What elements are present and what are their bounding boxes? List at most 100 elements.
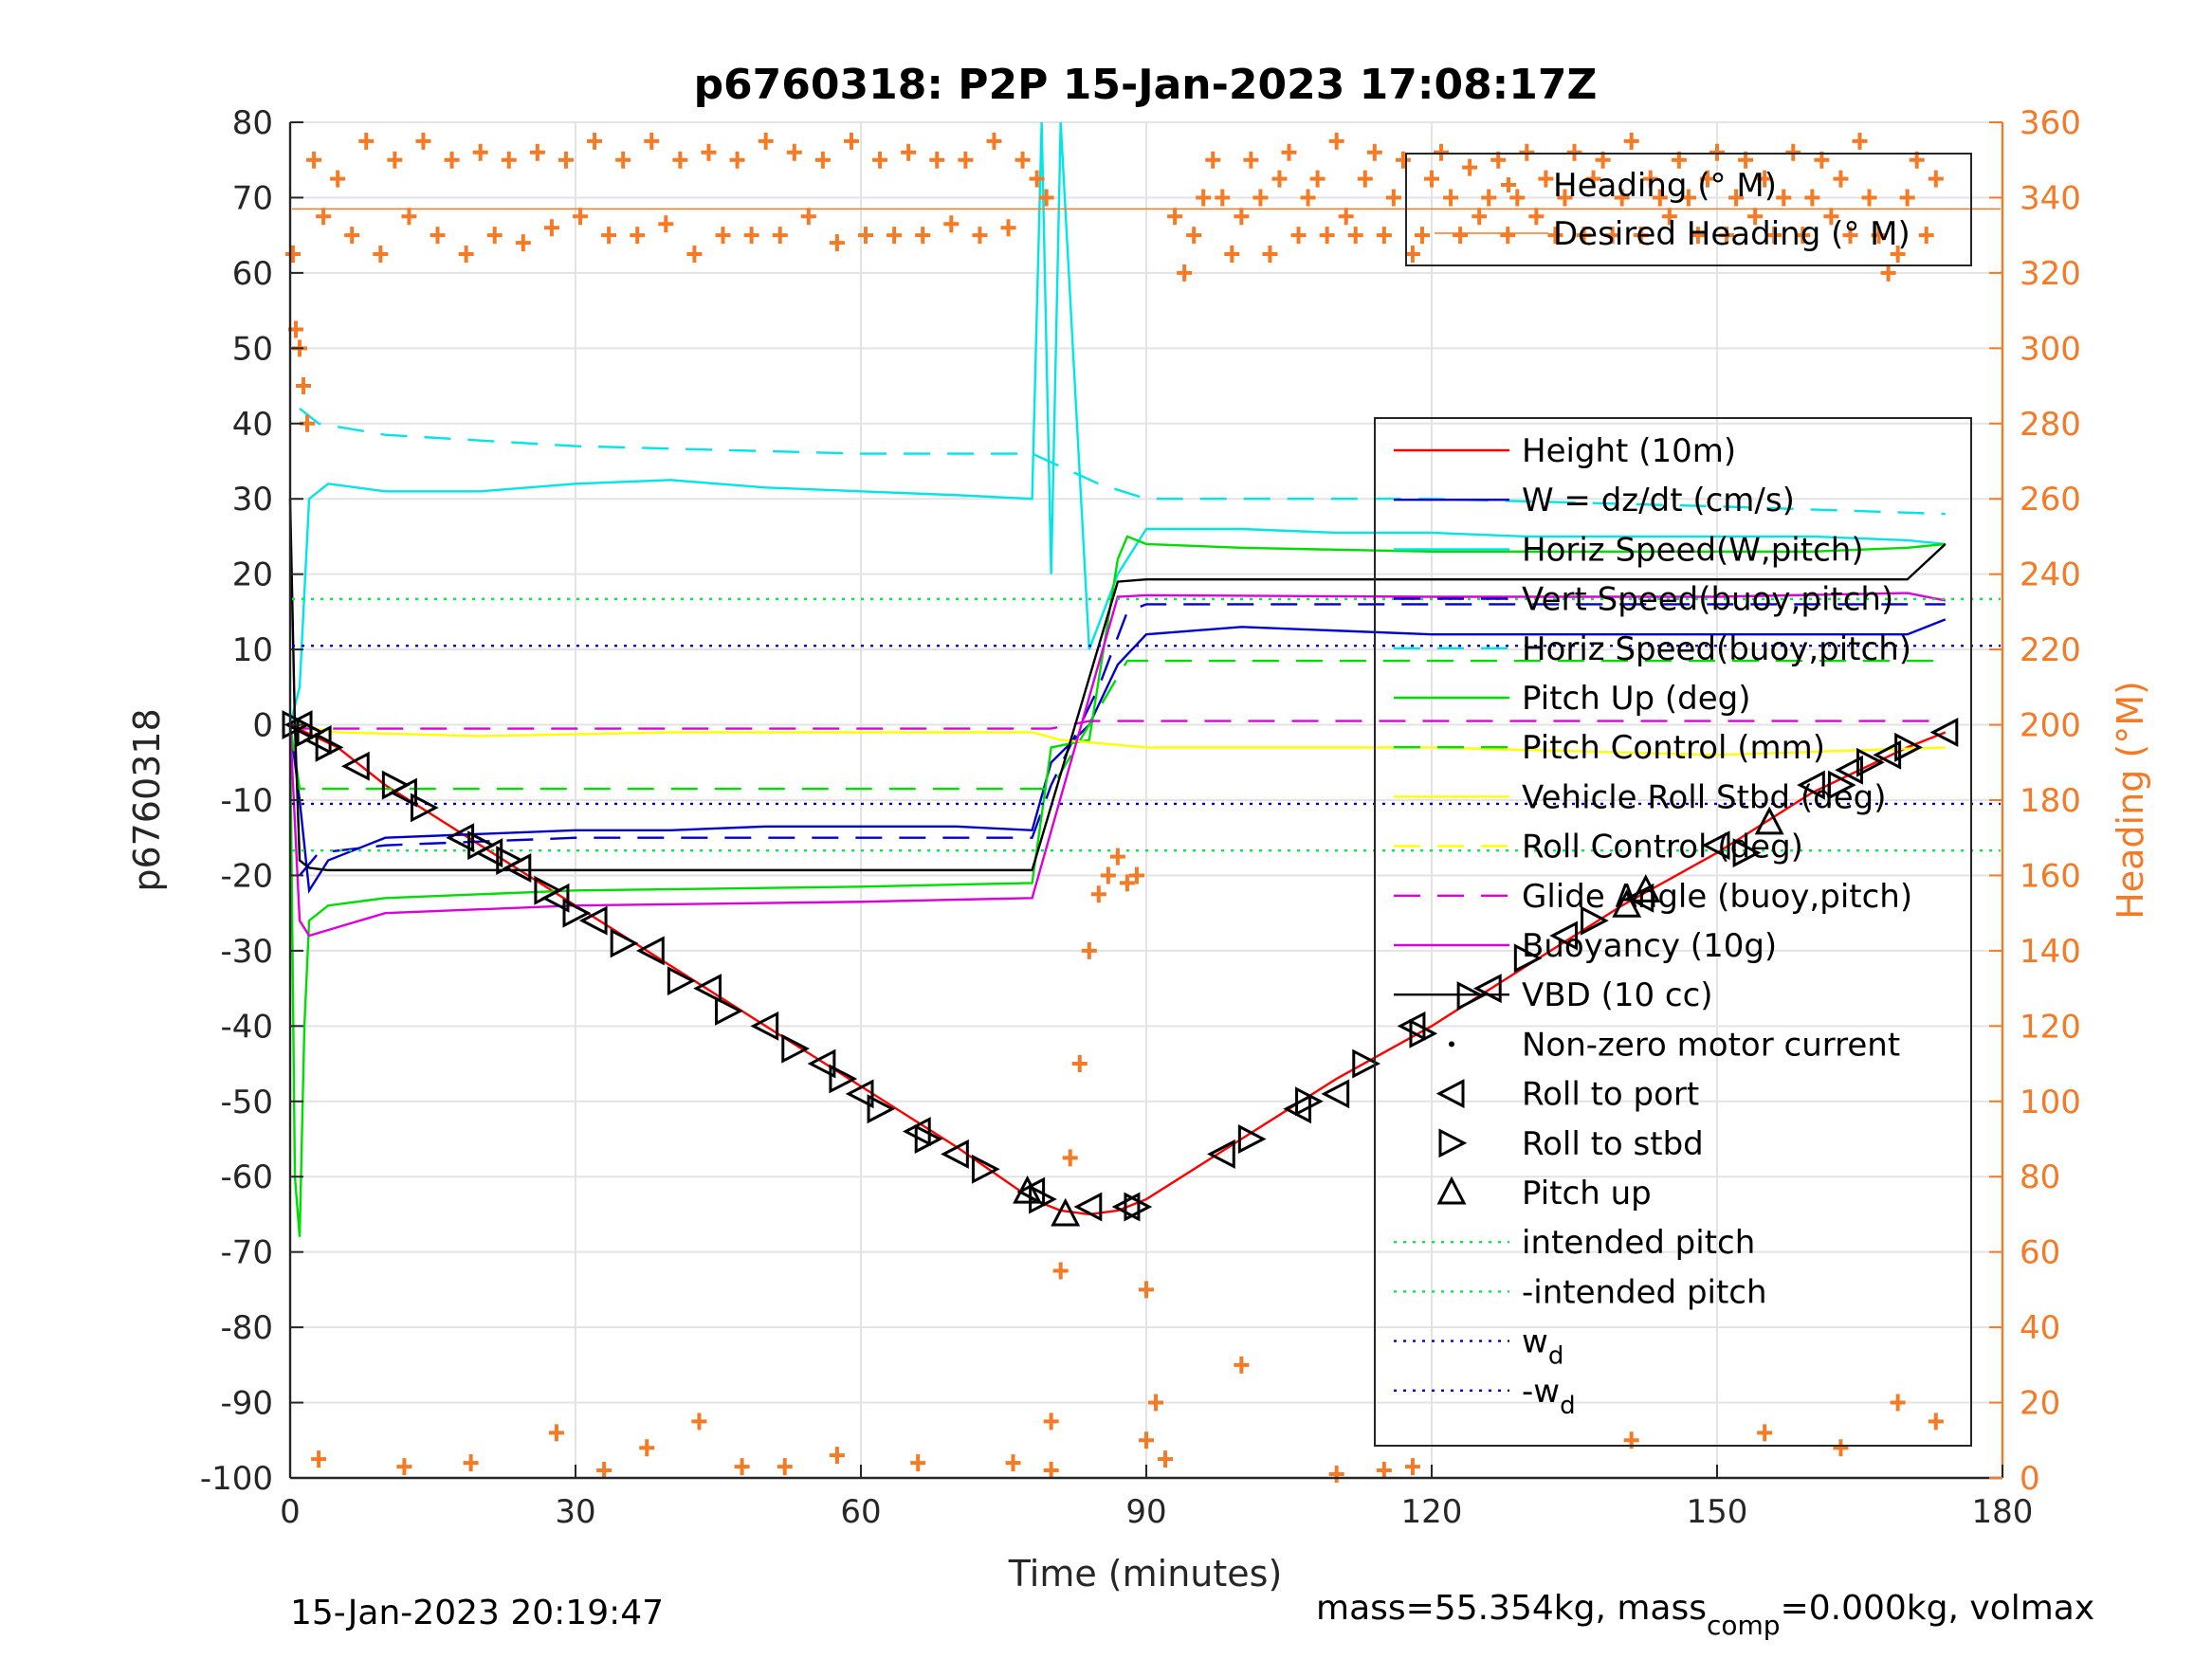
legend-label-13: Roll to port — [1522, 1076, 1699, 1114]
y-tick-label: -70 — [220, 1234, 273, 1272]
heading-point — [1000, 219, 1016, 237]
legend-label-5: Pitch Up (deg) — [1522, 680, 1750, 718]
legend-label-main: Roll to stbd — [1522, 1125, 1704, 1163]
heading-point — [1158, 1450, 1174, 1468]
legend-label-main: -intended pitch — [1522, 1273, 1767, 1311]
heading-point-low — [691, 1413, 707, 1431]
heading-point — [1462, 158, 1478, 176]
heading-point — [1661, 208, 1677, 226]
heading-point — [1776, 189, 1792, 207]
heading-point — [306, 151, 322, 169]
heading-point-low — [1404, 1458, 1420, 1476]
roll-to-stbd-marker — [534, 875, 563, 905]
legend-label-main: VBD (10 cc) — [1522, 976, 1713, 1014]
heading-point — [1319, 227, 1335, 245]
heading-point — [672, 151, 688, 169]
series-line-10 — [288, 499, 1947, 872]
y2-tick-label: 80 — [2020, 1158, 2060, 1196]
roll-to-stbd-marker — [1029, 1184, 1057, 1214]
y-tick-label: -40 — [220, 1008, 273, 1046]
roll-to-stbd-marker — [1295, 1086, 1324, 1117]
y-tick-label: 40 — [232, 406, 273, 444]
heading-point — [1414, 227, 1430, 245]
legend-heading: Heading (° M) Desired Heading (° M) — [1405, 153, 1972, 266]
legend-label-main: Buoyancy (10g) — [1522, 927, 1777, 965]
roll-to-stbd-marker — [781, 1033, 811, 1064]
heading-point — [1576, 227, 1592, 245]
heading-point — [1128, 866, 1144, 884]
heading-point-low — [734, 1458, 750, 1476]
heading-point — [1038, 189, 1054, 207]
footer-mass-sub: comp — [1707, 1610, 1781, 1641]
heading-point — [1690, 227, 1706, 245]
legend-label-4: Horiz Speed(buoy,pitch) — [1522, 630, 1911, 668]
heading-point — [1652, 189, 1668, 207]
pitch-up-marker — [1013, 1175, 1043, 1204]
footer-timestamp: 15-Jan-2023 20:19:47 — [290, 1594, 664, 1632]
heading-point — [1519, 143, 1535, 161]
heading-point — [573, 208, 589, 226]
y2-tick-label: 140 — [2020, 933, 2081, 971]
roll-to-stbd-marker — [315, 732, 344, 762]
heading-point — [686, 246, 703, 264]
y-tick-label: 30 — [232, 481, 273, 519]
legend-label-sub: d — [1560, 1392, 1576, 1420]
heading-point — [1271, 170, 1288, 188]
heading-point — [1623, 132, 1639, 150]
y-tick-label: -20 — [220, 857, 273, 895]
heading-point-low — [1757, 1424, 1773, 1442]
heading-point — [1642, 170, 1658, 188]
heading-point — [486, 227, 503, 245]
y-tick-label: -90 — [220, 1385, 273, 1423]
y-tick-label: 50 — [232, 330, 273, 368]
roll-to-stbd-marker — [715, 995, 743, 1026]
legend-label-10: Buoyancy (10g) — [1522, 927, 1777, 965]
y-tick-label: 10 — [232, 631, 273, 669]
pitch-up-marker — [1612, 888, 1642, 918]
heading-point — [915, 227, 931, 245]
heading-point-low — [1376, 1462, 1392, 1480]
roll-to-port-marker — [941, 1139, 969, 1169]
heading-point — [1224, 246, 1240, 264]
roll-to-stbd-marker — [381, 770, 411, 800]
y-tick-label: 20 — [232, 556, 273, 594]
legend-heading-label: Heading (° M) — [1553, 167, 1777, 205]
heading-point — [1585, 170, 1601, 188]
heading-point — [1899, 189, 1915, 207]
heading-point — [601, 227, 617, 245]
roll-to-stbd-marker — [410, 793, 439, 823]
roll-to-stbd-marker — [1581, 905, 1609, 936]
legend-label-sub: d — [1548, 1342, 1564, 1371]
roll-to-port-marker — [1835, 755, 1863, 785]
y2-tick-label: 360 — [2020, 104, 2081, 142]
y2-tick-label: 20 — [2020, 1385, 2060, 1423]
heading-point-low — [1234, 1356, 1250, 1374]
heading-point — [1395, 151, 1411, 169]
roll-to-port-marker — [1207, 1139, 1235, 1169]
roll-to-stbd-marker — [1894, 732, 1923, 762]
heading-point — [1243, 151, 1259, 169]
heading-point — [1500, 227, 1516, 245]
heading-point — [715, 227, 731, 245]
x-tick-label: 0 — [280, 1493, 301, 1531]
heading-point — [1509, 189, 1526, 207]
heading-point — [529, 143, 545, 161]
heading-point — [986, 132, 1002, 150]
heading-point — [1604, 227, 1620, 245]
legend-label-2: Horiz Speed(W,pitch) — [1522, 531, 1864, 569]
roll-to-port-marker — [845, 1079, 874, 1109]
y-tick-label: 80 — [232, 104, 273, 142]
heading-point — [1100, 866, 1116, 884]
y2-axis-label: Heading (°M) — [2110, 681, 2151, 920]
roll-to-port-marker — [578, 905, 608, 936]
heading-point — [1186, 227, 1202, 245]
legend-label-main: Pitch Control (mm) — [1522, 729, 1825, 767]
heading-point — [1757, 170, 1773, 188]
legend-label-main: Roll Control (deg) — [1522, 829, 1803, 866]
y-tick-label: -100 — [200, 1460, 273, 1498]
roll-to-stbd-marker — [296, 718, 325, 747]
heading-point — [943, 215, 960, 233]
roll-to-port-marker — [807, 1048, 836, 1079]
series-line-9 — [288, 592, 1947, 938]
